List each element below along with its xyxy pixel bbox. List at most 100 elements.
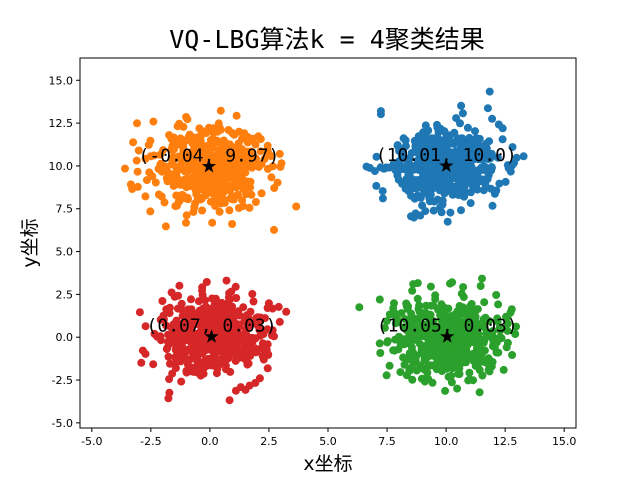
data-point bbox=[219, 136, 228, 145]
data-point bbox=[193, 165, 202, 174]
data-point bbox=[245, 203, 254, 212]
data-point bbox=[148, 172, 157, 181]
data-point bbox=[508, 143, 517, 152]
data-point bbox=[463, 340, 472, 349]
data-point bbox=[210, 303, 218, 312]
data-point bbox=[256, 147, 265, 156]
data-point bbox=[162, 163, 171, 171]
x-tick-label: 15.0 bbox=[552, 435, 577, 448]
data-point bbox=[168, 369, 177, 378]
data-point bbox=[407, 336, 416, 345]
data-point bbox=[396, 368, 405, 377]
data-point bbox=[469, 349, 478, 358]
data-point bbox=[476, 282, 485, 290]
data-point bbox=[464, 140, 473, 148]
data-point bbox=[242, 341, 251, 350]
data-point bbox=[202, 278, 211, 286]
data-point bbox=[405, 154, 414, 163]
data-point bbox=[429, 206, 438, 215]
data-point bbox=[409, 165, 418, 174]
data-point bbox=[249, 297, 258, 306]
data-point bbox=[459, 178, 468, 187]
data-point bbox=[134, 146, 143, 155]
data-point bbox=[382, 317, 391, 326]
data-point bbox=[180, 330, 189, 339]
data-point bbox=[158, 297, 167, 305]
x-tick-label: 12.5 bbox=[493, 435, 518, 448]
data-point bbox=[378, 194, 387, 203]
data-point bbox=[372, 152, 381, 161]
data-point bbox=[174, 291, 183, 300]
data-point bbox=[433, 173, 442, 182]
data-point bbox=[141, 154, 150, 163]
data-point bbox=[440, 310, 448, 319]
data-point bbox=[270, 225, 278, 234]
data-point bbox=[428, 378, 437, 387]
data-point bbox=[222, 181, 231, 190]
series-cluster-4 bbox=[135, 276, 291, 405]
data-point bbox=[458, 109, 467, 118]
centroid-label: (10.05, 0.03) bbox=[377, 316, 518, 337]
data-point bbox=[247, 190, 256, 199]
data-point bbox=[216, 199, 225, 208]
data-point bbox=[198, 308, 207, 317]
data-point bbox=[238, 196, 247, 205]
data-point bbox=[268, 162, 277, 171]
data-point bbox=[274, 302, 283, 311]
data-point bbox=[511, 330, 520, 338]
data-point bbox=[464, 376, 473, 385]
data-point bbox=[182, 218, 190, 227]
data-point bbox=[375, 339, 384, 348]
data-point bbox=[260, 352, 268, 361]
data-point bbox=[193, 319, 202, 327]
data-point bbox=[292, 202, 301, 211]
data-point bbox=[475, 388, 484, 397]
data-point bbox=[457, 101, 466, 110]
data-point bbox=[413, 316, 421, 325]
data-point bbox=[224, 126, 233, 134]
centroid-star-icon bbox=[439, 158, 454, 172]
data-point bbox=[135, 308, 144, 317]
data-point bbox=[480, 298, 489, 307]
data-point bbox=[424, 330, 433, 339]
data-point bbox=[498, 135, 507, 144]
data-point bbox=[395, 157, 404, 165]
data-point bbox=[150, 151, 158, 160]
data-point bbox=[168, 141, 177, 150]
data-point bbox=[422, 145, 431, 154]
data-point bbox=[248, 290, 257, 298]
data-point bbox=[408, 286, 417, 295]
data-point bbox=[429, 301, 438, 310]
data-point bbox=[167, 288, 176, 297]
data-point bbox=[254, 132, 263, 141]
data-point bbox=[199, 180, 208, 189]
data-point bbox=[156, 150, 165, 159]
data-point bbox=[458, 345, 467, 354]
data-point bbox=[484, 164, 493, 173]
data-point bbox=[391, 319, 400, 328]
data-point bbox=[175, 339, 183, 348]
data-point bbox=[479, 186, 488, 195]
data-point bbox=[264, 149, 273, 157]
data-point bbox=[450, 128, 459, 137]
data-point bbox=[481, 313, 490, 322]
data-point bbox=[441, 386, 450, 395]
data-point bbox=[133, 182, 142, 191]
data-point bbox=[233, 329, 242, 338]
data-point bbox=[452, 150, 461, 159]
y-axis-label: y坐标 bbox=[19, 218, 41, 267]
data-point bbox=[421, 163, 430, 172]
y-axis: -5.0 -2.5 0.0 2.5 5.0 7.5 10.0 12.5 15.0 bbox=[49, 74, 80, 430]
data-point bbox=[219, 341, 228, 350]
series-cluster-1 bbox=[362, 87, 528, 226]
data-point bbox=[385, 361, 394, 370]
data-point bbox=[454, 369, 463, 378]
data-point bbox=[149, 360, 158, 369]
data-point bbox=[425, 154, 434, 163]
y-tick-label: -2.5 bbox=[52, 374, 73, 387]
data-point bbox=[146, 136, 155, 145]
data-point bbox=[494, 120, 503, 129]
data-point bbox=[208, 218, 217, 227]
data-point bbox=[421, 353, 430, 362]
data-point bbox=[172, 168, 181, 177]
